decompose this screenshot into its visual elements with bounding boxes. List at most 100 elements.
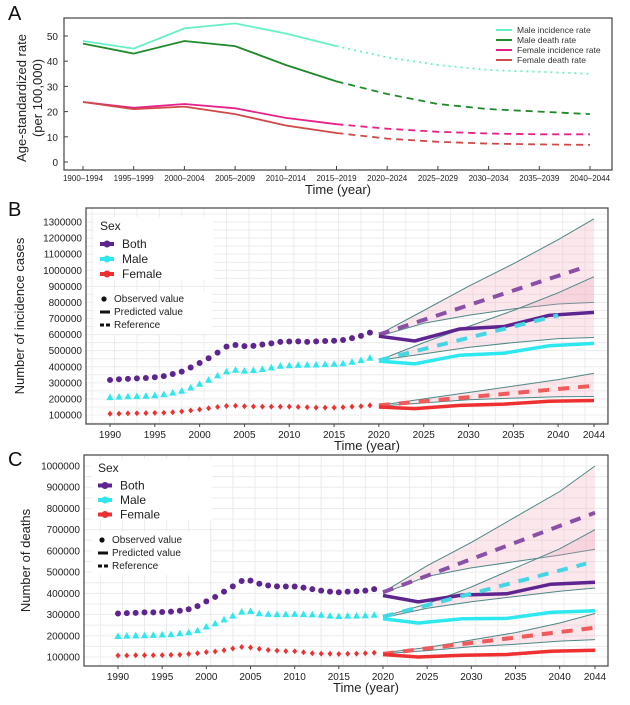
observed-point-both: [133, 375, 140, 382]
observed-point-male: [326, 612, 334, 619]
y-tick-label: 500000: [47, 568, 81, 579]
x-tick-label: 2005: [239, 672, 262, 683]
y-tick-label: 1300000: [43, 218, 82, 229]
observed-point-female: [142, 652, 147, 659]
observed-point-both: [178, 368, 185, 375]
observed-point-female: [197, 406, 203, 413]
x-tick-label: 2010–2014: [266, 174, 307, 183]
observed-point-female: [265, 647, 271, 653]
observed-point-male: [258, 365, 266, 372]
observed-point-both: [349, 335, 355, 342]
observed-point-male: [238, 608, 246, 615]
observed-point-both: [115, 376, 122, 383]
observed-point-both: [313, 338, 320, 345]
observed-point-both: [187, 364, 194, 371]
observed-point-male: [115, 393, 123, 400]
observed-point-female: [212, 648, 218, 655]
observed-point-both: [366, 329, 373, 336]
observed-point-male: [124, 392, 132, 400]
observed-point-female: [349, 403, 355, 410]
x-tick-label: 2044: [584, 672, 607, 683]
observed-point-male: [264, 610, 272, 617]
observed-point-male: [193, 626, 202, 634]
observed-point-male: [220, 615, 228, 623]
observed-point-male: [229, 612, 237, 619]
series-line-projected: [336, 45, 591, 75]
observed-point-male: [335, 612, 343, 620]
x-tick-label: 1995: [144, 430, 167, 441]
observed-point-male: [366, 354, 374, 361]
observed-point-male: [151, 391, 159, 399]
observed-point-both: [304, 338, 311, 345]
y-tick-label: 400000: [49, 362, 83, 373]
observed-point-female: [241, 403, 247, 410]
x-tick-label: 2030: [457, 430, 480, 441]
observed-point-female: [358, 403, 364, 410]
series-line-observed: [82, 22, 337, 50]
observed-point-both: [107, 376, 113, 383]
panel-label: B: [8, 199, 21, 221]
legend-title: Sex: [100, 219, 121, 233]
observed-point-both: [268, 340, 275, 347]
series-line-observed: [82, 101, 337, 134]
observed-point-male: [344, 612, 352, 619]
observed-point-male: [352, 612, 361, 619]
legend-style-label: Predicted value: [112, 548, 181, 559]
observed-point-female: [170, 409, 176, 416]
observed-point-female: [371, 649, 377, 656]
observed-point-male: [294, 361, 302, 368]
observed-point-both: [259, 341, 266, 348]
observed-point-female: [292, 648, 298, 655]
x-tick-label: 2000: [189, 430, 212, 441]
observed-point-both: [185, 606, 192, 613]
legend-label: Male incidence rate: [517, 25, 591, 35]
reference-line-male: [382, 561, 587, 619]
observed-point-both: [309, 586, 316, 593]
y-tick-label: 200000: [49, 394, 83, 405]
observed-point-male: [231, 366, 240, 373]
y-tick-label: 50: [47, 32, 59, 43]
observed-point-female: [318, 650, 324, 657]
observed-point-female: [277, 403, 283, 410]
panel-c: 100000 200000 300000 400000 500000 600000 7000…: [18, 454, 609, 695]
observed-point-both: [205, 355, 212, 362]
observed-point-male: [196, 380, 204, 387]
legend-title: Sex: [98, 461, 119, 475]
observed-point-female: [345, 650, 351, 657]
legend-label: Female: [122, 267, 162, 281]
observed-point-male: [114, 632, 122, 639]
observed-point-female: [224, 403, 229, 409]
observed-point-male: [211, 619, 219, 627]
y-tick-label: 10: [47, 133, 59, 144]
observed-point-female: [133, 652, 139, 659]
predicted-line-both: [382, 580, 596, 604]
predicted-line-female: [378, 398, 595, 411]
observed-point-both: [159, 609, 166, 616]
observed-point-male: [167, 630, 175, 638]
observed-point-female: [159, 652, 165, 659]
observed-point-male: [185, 628, 193, 636]
observed-point-both: [132, 609, 139, 616]
legend-observed-marker: [99, 537, 105, 543]
legend-label: Male death rate: [517, 35, 576, 45]
x-tick-label: 2005–2009: [215, 174, 256, 183]
y-tick-label: 500000: [49, 346, 83, 357]
legend-marker: [103, 255, 111, 263]
observed-point-female: [248, 644, 253, 651]
x-tick-label: 2025: [416, 672, 439, 683]
band-lower-line: [378, 337, 595, 361]
observed-point-male: [187, 383, 195, 391]
x-axis-label: Time (year): [305, 182, 371, 197]
observed-point-female: [354, 650, 359, 657]
observed-point-female: [259, 403, 265, 410]
observed-point-female: [143, 410, 149, 417]
x-tick-label: 2040: [549, 672, 572, 683]
observed-point-male: [106, 393, 114, 401]
observed-point-both: [265, 582, 272, 589]
observed-point-both: [169, 370, 176, 377]
observed-point-male: [357, 356, 365, 364]
observed-point-male: [246, 607, 255, 614]
observed-point-female: [256, 645, 262, 652]
x-tick-label: 1900–1994: [63, 174, 104, 183]
observed-point-female: [301, 649, 306, 656]
